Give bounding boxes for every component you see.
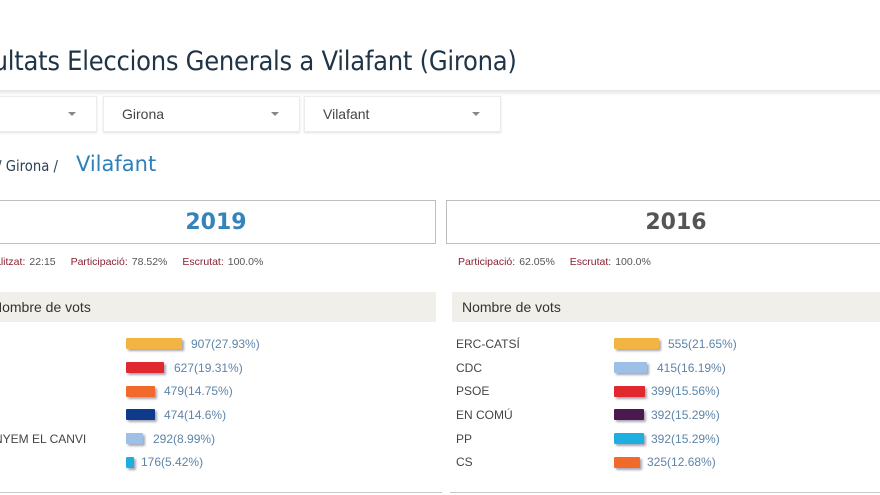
party-row: 474(14.6%) bbox=[0, 403, 436, 427]
year-heading: 2019 bbox=[0, 200, 436, 244]
party-row: 627(19.31%) bbox=[0, 356, 436, 380]
breadcrumb-link-girona[interactable]: Girona bbox=[5, 157, 50, 175]
party-row: PSOE 399(15.56%) bbox=[456, 384, 720, 399]
divider bbox=[0, 90, 880, 96]
municipality-select[interactable]: Vilafant bbox=[304, 96, 501, 132]
vote-bar bbox=[126, 456, 134, 468]
party-row: 479(14.75%) bbox=[0, 379, 436, 403]
panel-2019: 2019 Actualitzat:22:15 Participació:78.5… bbox=[0, 200, 436, 474]
vote-bar bbox=[614, 456, 640, 468]
page-title: Resultats Eleccions Generals a Vilafant … bbox=[0, 46, 517, 77]
votes-header: Nombre de vots bbox=[0, 292, 436, 322]
vote-bar bbox=[614, 362, 647, 374]
chevron-down-icon bbox=[68, 112, 76, 116]
vote-bar bbox=[614, 433, 644, 445]
vote-bar bbox=[126, 362, 164, 374]
vote-bar bbox=[126, 385, 155, 397]
votes-chart: 907(27.93%) 627(19.31%) 479(14.75%) 474(… bbox=[0, 332, 436, 474]
divider bbox=[0, 492, 442, 493]
party-row: CS 325(12.68%) bbox=[456, 455, 716, 470]
votes-chart: ERC-CATSÍ 555(21.65%) CDC 415(16.19%) PS… bbox=[446, 332, 880, 474]
panel-2016: 2016 Participació: 62.05% Escrutat: 100.0%… bbox=[446, 200, 880, 474]
party-row: EN COMÚ 392(15.29%) bbox=[456, 407, 720, 422]
province-select[interactable]: Girona bbox=[103, 96, 300, 132]
community-select[interactable]: Catalunya bbox=[0, 96, 97, 132]
divider bbox=[450, 492, 880, 493]
party-row: Guanyem el canvi 292(8.99%) bbox=[0, 431, 216, 446]
party-row: ERC-CATSÍ 555(21.65%) bbox=[456, 336, 737, 351]
vote-bar bbox=[126, 338, 182, 350]
chevron-down-icon bbox=[271, 112, 279, 116]
vote-bar bbox=[614, 338, 659, 350]
chevron-down-icon bbox=[472, 112, 480, 116]
party-row: 176(5.42%) bbox=[0, 450, 436, 474]
year-heading: 2016 bbox=[446, 200, 880, 244]
party-row: PP 392(15.29%) bbox=[456, 431, 720, 446]
stats-line: Actualitzat:22:15 Participació:78.52% Es… bbox=[0, 256, 264, 268]
party-row: CDC 415(16.19%) bbox=[456, 360, 726, 375]
vote-bar bbox=[614, 409, 644, 421]
breadcrumb-current: Vilafant bbox=[75, 152, 157, 176]
party-row: 907(27.93%) bbox=[0, 332, 436, 356]
vote-bar bbox=[126, 433, 143, 445]
breadcrumb: Catalunya / Girona / Vilafant bbox=[0, 152, 157, 176]
votes-header: Nombre de vots bbox=[452, 292, 880, 322]
vote-bar bbox=[126, 409, 155, 421]
stats-line: Participació: 62.05% Escrutat: 100.0% bbox=[458, 256, 651, 268]
vote-bar bbox=[614, 385, 645, 397]
